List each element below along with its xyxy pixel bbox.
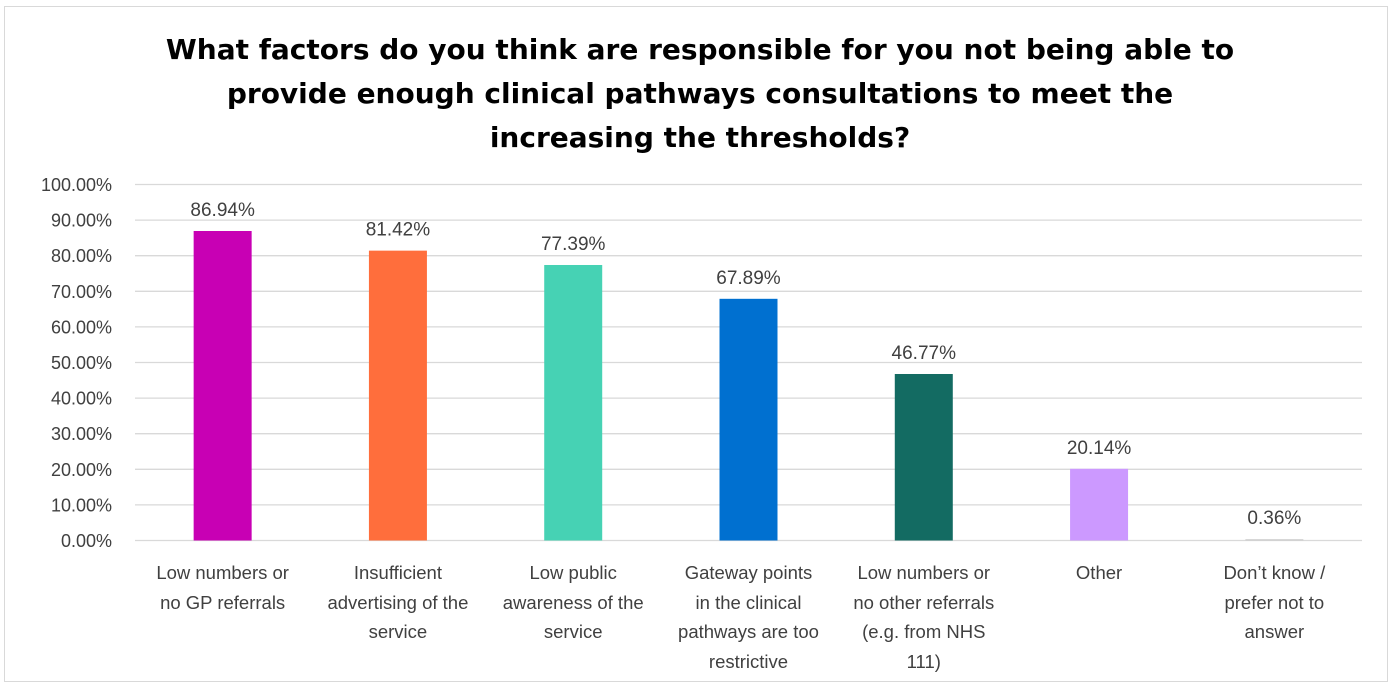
y-tick-label: 80.00% xyxy=(51,246,112,266)
x-tick-label-line: Low public xyxy=(529,562,617,583)
y-tick-label: 0.00% xyxy=(61,531,112,551)
chart-title: What factors do you think are responsibl… xyxy=(100,28,1300,160)
bar xyxy=(368,250,427,541)
x-tick-label: Insufficient advertising of the service xyxy=(308,558,488,647)
data-label: 67.89% xyxy=(716,268,781,289)
y-tick-label: 50.00% xyxy=(51,353,112,373)
x-tick-label-line: (e.g. from NHS xyxy=(862,621,986,642)
y-tick-label: 30.00% xyxy=(51,424,112,444)
y-tick-label: 40.00% xyxy=(51,389,112,409)
bar xyxy=(544,264,603,541)
bars xyxy=(193,230,1304,541)
bar xyxy=(1245,539,1304,541)
data-label: 0.36% xyxy=(1247,508,1301,529)
y-tick-label: 60.00% xyxy=(51,317,112,337)
x-tick-label-line: Gateway points xyxy=(684,562,813,583)
bar xyxy=(1070,468,1129,541)
y-axis: 0.00% 10.00% 20.00% 30.00% 40.00% 50.00% 60.00… xyxy=(41,175,112,551)
x-tick-label-line: no GP referrals xyxy=(160,591,286,613)
x-tick-label-line: prefer not to xyxy=(1224,591,1325,613)
x-tick-label: Low numbers or no other referrals (e.g. fr… xyxy=(834,558,1014,676)
y-tick-label: 10.00% xyxy=(51,495,112,515)
data-label: 20.14% xyxy=(1067,438,1132,459)
chart-title-line-1: What factors do you think are responsibl… xyxy=(165,33,1235,66)
data-labels: 86.94% 81.42% 77.39% 67.89% 46.77% 20.14% 0.36… xyxy=(190,200,1301,529)
bar xyxy=(719,298,778,541)
data-label: 77.39% xyxy=(541,234,606,255)
bar xyxy=(894,373,953,541)
x-tick-label-line: 111) xyxy=(906,650,941,672)
x-tick-label-line: service xyxy=(543,621,603,642)
x-tick-label-line: restrictive xyxy=(708,650,789,672)
x-tick-label-line: answer xyxy=(1244,621,1305,642)
chart-title-line-2: provide enough clinical pathways consult… xyxy=(226,77,1174,110)
x-tick-label-line: pathways are too xyxy=(678,621,819,642)
x-tick-label-line: Low numbers or xyxy=(857,562,991,583)
x-tick-label-line: no other referrals xyxy=(853,591,995,613)
x-tick-label-line: Don’t know / xyxy=(1223,562,1326,583)
x-tick-label-line: in the clinical xyxy=(695,591,802,613)
y-tick-label: 20.00% xyxy=(51,460,112,480)
x-tick-label-line: service xyxy=(368,621,428,642)
x-tick-label: Don’t know / prefer not to answer xyxy=(1184,558,1364,647)
bar xyxy=(193,230,252,541)
y-tick-label: 90.00% xyxy=(51,211,112,231)
x-tick-label: Other xyxy=(1009,558,1189,588)
data-label: 86.94% xyxy=(190,200,255,221)
x-tick-label-line: advertising of the xyxy=(327,591,469,613)
y-tick-label: 70.00% xyxy=(51,282,112,302)
x-tick-label-line: awareness of the xyxy=(502,591,644,613)
x-tick-label-line: Insufficient xyxy=(353,562,442,583)
x-tick-label-line: Low numbers or xyxy=(156,562,289,583)
data-label: 46.77% xyxy=(892,343,957,364)
x-tick-label: Gateway points in the clinical pathways ar… xyxy=(659,558,839,676)
data-label: 81.42% xyxy=(366,220,431,241)
x-tick-label: Low numbers or no GP referrals xyxy=(133,558,313,617)
x-tick-label: Low public awareness of the service xyxy=(483,558,663,647)
chart-title-line-3: increasing the thresholds? xyxy=(489,121,911,154)
x-tick-label-line: Other xyxy=(1075,562,1123,583)
y-tick-label: 100.00% xyxy=(41,175,112,195)
